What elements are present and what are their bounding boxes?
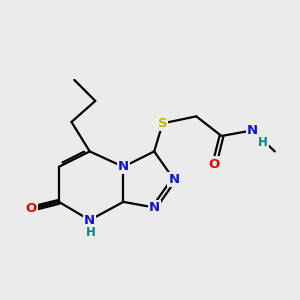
Text: O: O <box>209 158 220 170</box>
Text: H: H <box>258 136 268 148</box>
Text: N: N <box>148 201 160 214</box>
Text: N: N <box>118 160 129 173</box>
Text: N: N <box>168 173 179 186</box>
Text: S: S <box>158 117 167 130</box>
Text: O: O <box>25 202 36 215</box>
Text: N: N <box>247 124 258 137</box>
Text: N: N <box>84 214 95 226</box>
Text: H: H <box>86 226 96 239</box>
